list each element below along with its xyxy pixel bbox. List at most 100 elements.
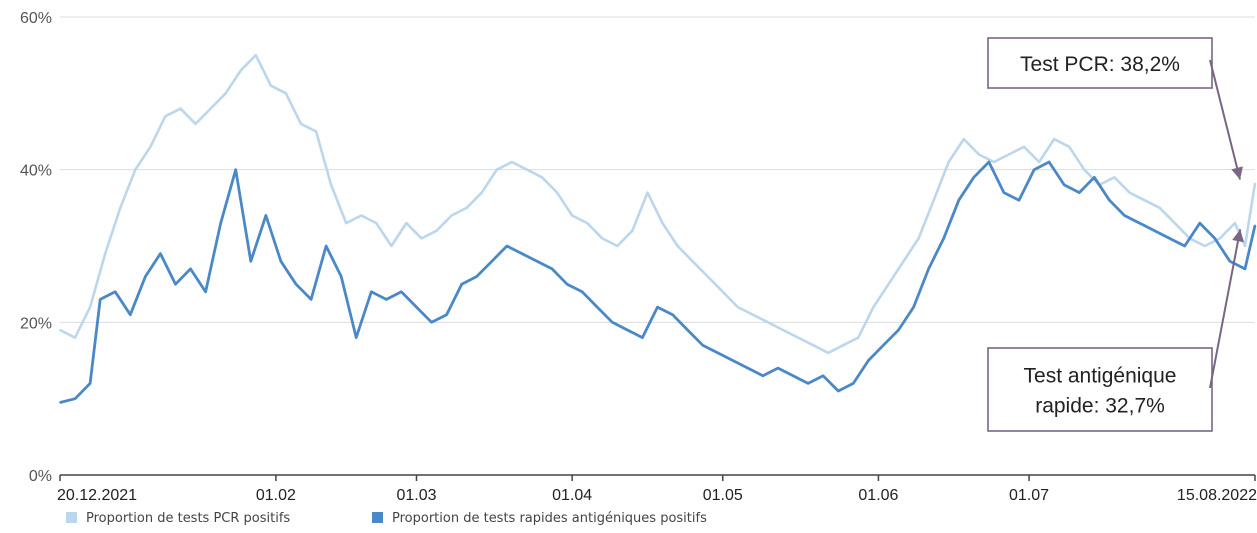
data-point <box>626 329 629 331</box>
data-point <box>355 336 358 339</box>
data-point <box>1229 260 1231 263</box>
callout-arrow-line <box>1209 59 1241 180</box>
data-point <box>857 336 860 339</box>
data-point <box>947 161 950 163</box>
data-point <box>1033 168 1035 171</box>
data-point <box>234 168 237 171</box>
data-point <box>89 382 91 385</box>
data-point <box>490 260 493 263</box>
data-point <box>721 290 724 293</box>
callouts: Test PCR: 38,2% Test antigénique rapide: 3… <box>987 37 1244 432</box>
data-point <box>179 107 182 110</box>
data-point <box>827 352 830 354</box>
data-point <box>701 344 704 347</box>
data-point <box>872 306 875 308</box>
data-point <box>541 176 543 179</box>
y-tick-label: 0% <box>29 468 52 485</box>
data-point <box>465 206 468 209</box>
grid-lines <box>60 16 1255 323</box>
x-tick-label: 01.03 <box>396 487 436 504</box>
data-point <box>1254 182 1256 185</box>
data-point <box>59 401 61 404</box>
data-point <box>511 161 513 163</box>
data-point <box>194 123 197 125</box>
data-point <box>601 237 604 240</box>
data-point <box>661 222 664 225</box>
data-point <box>506 245 508 247</box>
data-point <box>1244 268 1246 270</box>
data-point <box>189 268 192 270</box>
data-point <box>867 359 870 362</box>
data-point <box>927 268 930 270</box>
data-point <box>129 313 132 316</box>
data-point <box>777 367 779 369</box>
data-point <box>460 283 463 286</box>
data-point <box>1048 161 1050 163</box>
data-point <box>526 168 528 171</box>
data-point <box>149 145 152 148</box>
data-point <box>390 245 393 247</box>
data-point <box>747 367 749 369</box>
data-point <box>902 260 905 263</box>
data-point <box>1234 222 1236 225</box>
data-point <box>1143 199 1146 202</box>
data-point <box>988 161 990 163</box>
callout-arrow-line <box>1209 229 1242 389</box>
data-point <box>1128 191 1131 194</box>
data-point <box>1023 145 1025 148</box>
data-point <box>204 290 207 293</box>
data-point <box>676 245 679 247</box>
data-point <box>887 283 890 286</box>
y-axis-tick-labels: 0% 20% 40% 60% <box>20 10 52 485</box>
data-point <box>99 298 102 301</box>
data-point <box>1254 224 1256 227</box>
data-point <box>420 237 423 240</box>
data-point <box>480 191 483 194</box>
data-point <box>521 252 523 255</box>
data-point <box>1123 214 1126 217</box>
callout-text: rapide: 32,7% <box>1035 395 1165 418</box>
data-point <box>430 321 433 324</box>
data-point <box>706 275 709 278</box>
data-point <box>671 313 674 316</box>
data-point <box>993 161 995 163</box>
data-point <box>134 168 137 171</box>
data-point <box>1008 153 1010 156</box>
y-tick-label: 20% <box>20 315 52 332</box>
data-point <box>731 359 734 362</box>
legend-swatch <box>66 512 77 523</box>
data-point <box>219 222 222 225</box>
x-tick-label: 01.02 <box>256 487 296 504</box>
data-point <box>616 245 619 247</box>
data-point <box>586 222 589 225</box>
callout-text: Test PCR: 38,2% <box>1020 53 1180 76</box>
data-point <box>249 260 252 263</box>
data-point <box>1083 168 1086 171</box>
data-point <box>972 176 975 179</box>
x-tick-label: 01.05 <box>703 487 743 504</box>
legend-label: Proportion de tests rapides antigéniques… <box>392 511 707 526</box>
data-point <box>752 313 754 316</box>
data-point <box>340 275 343 278</box>
data-point <box>736 306 739 308</box>
data-point <box>1183 245 1186 247</box>
data-point <box>882 344 885 347</box>
data-point <box>1093 176 1096 179</box>
data-point <box>762 374 764 377</box>
data-point <box>1168 237 1171 240</box>
x-tick-label: 01.07 <box>1009 487 1049 504</box>
data-point <box>415 306 418 308</box>
data-point <box>164 115 167 118</box>
data-point <box>1018 199 1020 202</box>
data-point <box>400 290 403 293</box>
data-point <box>280 260 282 263</box>
data-point <box>475 275 478 278</box>
data-point <box>104 252 107 255</box>
data-point <box>1203 245 1206 247</box>
data-point <box>1068 145 1071 148</box>
data-point <box>792 374 794 377</box>
data-point <box>1138 222 1141 225</box>
data-point <box>536 260 538 263</box>
data-point <box>1173 222 1176 225</box>
data-point <box>144 275 147 278</box>
